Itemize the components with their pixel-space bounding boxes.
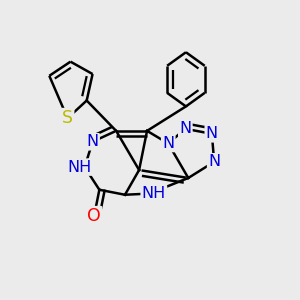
Text: N: N — [206, 126, 218, 141]
Text: N: N — [179, 121, 191, 136]
Text: NH: NH — [67, 160, 92, 175]
Text: O: O — [87, 207, 101, 225]
Text: N: N — [86, 134, 99, 149]
Text: N: N — [208, 154, 220, 169]
Text: N: N — [162, 136, 174, 151]
Text: NH: NH — [142, 186, 166, 201]
Text: S: S — [62, 109, 73, 127]
